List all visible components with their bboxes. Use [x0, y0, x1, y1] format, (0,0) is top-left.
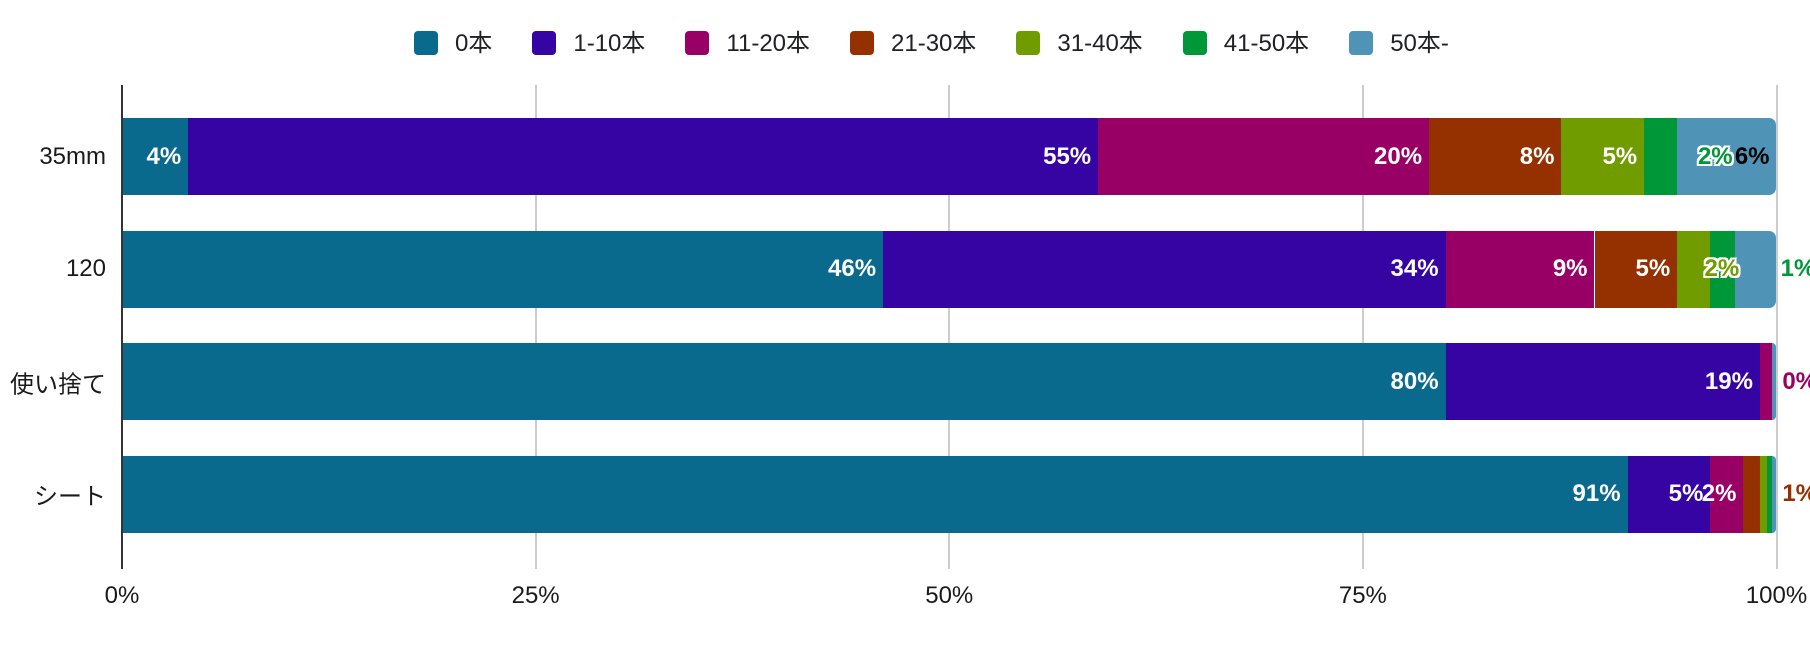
- legend-swatch-icon: [850, 31, 875, 55]
- bar-segment[interactable]: [1429, 118, 1562, 195]
- legend-item[interactable]: 41-50本: [1182, 30, 1310, 57]
- bar-row: 91% 5%2% 1%: [122, 455, 1810, 533]
- bar-segment[interactable]: [1743, 455, 1760, 533]
- x-tick-label: 75%: [1338, 582, 1387, 609]
- bar-segment[interactable]: [1677, 230, 1711, 308]
- bar-segment[interactable]: [1710, 455, 1744, 533]
- gridline: [534, 85, 537, 569]
- bar-segment[interactable]: [1561, 118, 1645, 195]
- bar-segment[interactable]: [1445, 230, 1595, 308]
- category-label: 35mm: [39, 142, 106, 170]
- category-label: 使い捨て: [10, 371, 106, 398]
- legend-item[interactable]: 0本: [414, 30, 492, 56]
- value-label: 91%: [1572, 480, 1621, 507]
- bar-row: 80% 19% 0%: [122, 343, 1810, 420]
- legend-item[interactable]: 50本-: [1349, 30, 1449, 56]
- bar-segment[interactable]: [1445, 343, 1760, 420]
- value-label: 80%: [1390, 367, 1439, 395]
- legend-swatch-icon: [1182, 31, 1207, 55]
- value-label: 2%: [1701, 480, 1737, 507]
- legend-item[interactable]: 31-40本: [1016, 30, 1143, 57]
- gridline: [948, 85, 951, 569]
- value-label: 8%: [1519, 142, 1555, 170]
- value-label: 9%: [1552, 255, 1588, 282]
- legend-swatch-icon: [1349, 31, 1374, 55]
- bar-segment[interactable]: [122, 343, 1446, 420]
- bar-segment[interactable]: [188, 118, 1099, 195]
- legend-label: 31-40本: [1057, 30, 1143, 57]
- chart-legend: 0本 1-10本 11-20本 21-30本 31-40本 41-50本 50本-: [414, 30, 1489, 56]
- value-label: 5%: [1635, 255, 1671, 282]
- bar-segment[interactable]: [1771, 455, 1777, 533]
- value-label: 46%: [828, 255, 877, 282]
- legend-label: 21-30本: [891, 30, 977, 57]
- bar-row: 46% 34% 9% 5% 2% 1%: [122, 230, 1810, 308]
- value-label: 4%: [146, 142, 182, 170]
- legend-label: 11-20本: [726, 30, 811, 57]
- value-label: 20%: [1374, 142, 1423, 170]
- bar-segment[interactable]: [1771, 343, 1777, 420]
- value-label: 1%: [1780, 255, 1810, 282]
- legend-swatch-icon: [685, 31, 710, 55]
- bar-segment[interactable]: [1759, 455, 1767, 533]
- x-tick-label: 0%: [104, 582, 140, 609]
- gridline: [1361, 85, 1364, 569]
- value-label: 0%: [1782, 367, 1810, 395]
- legend-swatch-icon: [414, 31, 438, 55]
- value-label: 5%: [1602, 142, 1638, 170]
- legend-item[interactable]: 11-20本: [685, 30, 810, 56]
- bar-segment[interactable]: [1735, 230, 1777, 308]
- legend-item[interactable]: 1-10本: [532, 30, 645, 56]
- legend-swatch-icon: [532, 31, 557, 55]
- bar-segment[interactable]: [1644, 118, 1678, 195]
- bar-segment[interactable]: [1098, 118, 1430, 195]
- bar-segment[interactable]: [883, 230, 1446, 308]
- x-tick-label: 100%: [1745, 582, 1808, 609]
- value-label: 34%: [1390, 255, 1439, 282]
- x-tick-label: 25%: [511, 582, 560, 609]
- legend-label: 1-10本: [573, 30, 646, 57]
- bar-segment[interactable]: [1759, 343, 1772, 420]
- bar-segment[interactable]: [1710, 230, 1736, 308]
- bar-segment[interactable]: [1766, 455, 1772, 533]
- value-label: 6%: [1734, 142, 1770, 170]
- value-label: 19%: [1704, 367, 1753, 395]
- legend-label: 41-50本: [1223, 30, 1310, 57]
- legend-label: 0本: [455, 30, 493, 57]
- legend-item[interactable]: 21-30本: [850, 30, 976, 56]
- bar-segment[interactable]: [1594, 230, 1678, 308]
- legend-label: 50本-: [1390, 30, 1449, 57]
- legend-swatch-icon: [1016, 31, 1041, 55]
- bar-segment[interactable]: [122, 230, 884, 308]
- bar-segment[interactable]: [122, 118, 189, 195]
- bar-row: 4% 55% 20% 8% 5% 2% 6%: [122, 118, 1777, 195]
- category-label: 120: [65, 255, 106, 282]
- category-label: シート: [34, 483, 106, 511]
- axis-baseline: [121, 85, 123, 569]
- bar-segment[interactable]: [1627, 455, 1711, 533]
- x-tick-label: 50%: [925, 582, 974, 609]
- value-label: 5%: [1668, 480, 1704, 507]
- gridline: [1775, 85, 1778, 569]
- value-label: 1%: [1782, 480, 1810, 507]
- bar-segment[interactable]: [1677, 118, 1777, 195]
- value-label: 2%: [1704, 255, 1740, 282]
- value-label: 2%: [1697, 142, 1733, 170]
- value-label: 55%: [1043, 142, 1092, 170]
- bar-segment[interactable]: [122, 455, 1628, 533]
